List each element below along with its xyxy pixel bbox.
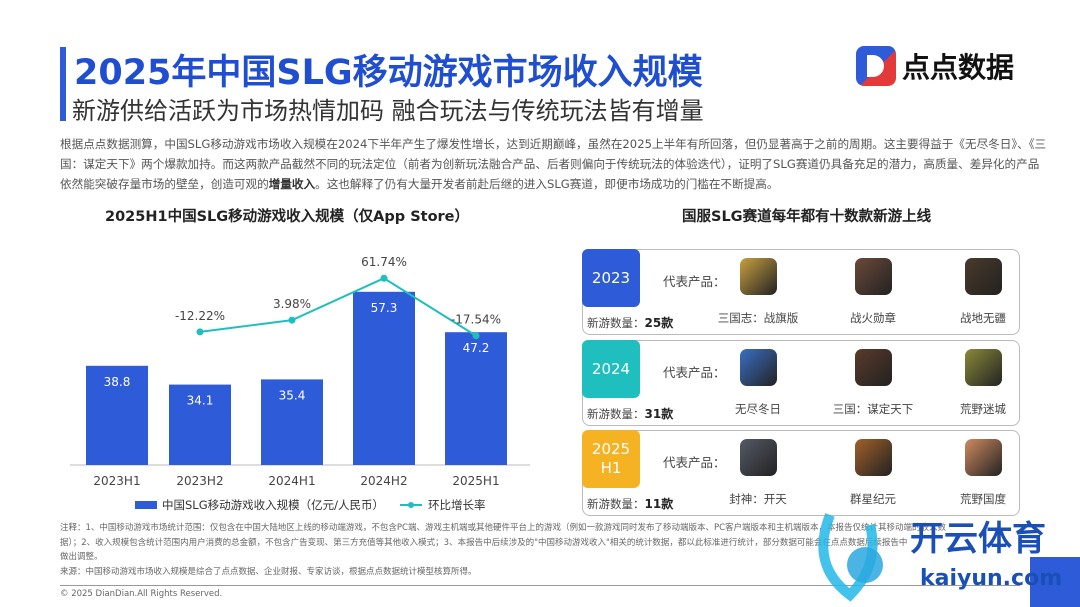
note-line: 注释：1、中国移动游戏市场统计范围：仅包含在中国大陆地区上线的移动端游戏，不包含… [60, 523, 947, 533]
game-icon [739, 258, 777, 295]
growth-point [288, 316, 296, 324]
bar-value-label: 35.4 [279, 388, 306, 402]
intro-text: 根据点点数据测算，中国SLG移动游戏市场收入规模在2024下半年产生了爆发性增长… [60, 137, 1047, 191]
game-item: 三国：谋定天下 [828, 349, 918, 417]
game-item: 三国志：战旗版 [713, 258, 803, 326]
game-icon [964, 258, 1002, 295]
title-accent-bar [60, 47, 66, 121]
game-name: 荒野迷城 [960, 402, 1006, 416]
note-line: 据）；2、收入规模包含统计范围内用户消费的总金额，不包含广告变现、第三方充值等其… [60, 537, 908, 548]
bar-value-label: 57.3 [371, 301, 398, 315]
panels-title: 国服SLG赛道每年都有十数款新游上线 [682, 209, 932, 225]
growth-label: -17.54% [451, 313, 501, 327]
game-icon [739, 349, 777, 386]
growth-label: -12.22% [175, 309, 225, 323]
growth-line [199, 277, 477, 337]
bar-value-label: 38.8 [104, 375, 131, 389]
game-item: 群星纪元 [828, 439, 918, 507]
year-badge: 2024 [582, 340, 640, 398]
bar-value-label: 47.2 [463, 341, 490, 355]
count-label: 新游数量： [587, 407, 645, 421]
game-item: 战火勋章 [828, 258, 918, 326]
new-game-count: 新游数量：11款 [587, 495, 673, 512]
year-badge: 2023 [582, 249, 640, 307]
bar [169, 384, 231, 465]
intro-text-end: 。这也解释了仍有大量开发者前赴后继的进入SLG赛道，即便市场成功的门槛在不断提高… [315, 177, 779, 191]
game-item: 荒野国度 [938, 439, 1028, 507]
game-icon [854, 349, 892, 386]
x-tick-label: 2025H1 [452, 474, 499, 488]
count-value: 25款 [644, 316, 674, 330]
year-badge: 2025 H1 [582, 430, 640, 488]
source-note: 来源：中国移动游戏市场收入规模是综合了点点数据、企业财报、专家访谈，根据点点数据… [60, 566, 477, 577]
game-item: 封神：开天 [713, 439, 803, 507]
legend-line-marker [408, 502, 414, 508]
intro-paragraph: 根据点点数据测算，中国SLG移动游戏市场收入规模在2024下半年产生了爆发性增长… [60, 134, 1050, 194]
bar [445, 332, 507, 465]
legend-bar-label: 中国SLG移动游戏收入规模（亿元/人民币） [162, 498, 384, 512]
growth-point [196, 328, 204, 336]
year-card-1: 2024 代表产品： 新游数量：31款 无尽冬日 三国：谋定天下 荒野迷城 [582, 340, 1020, 426]
game-icon [739, 439, 777, 476]
year-card-2: 2025 H1 代表产品： 新游数量：11款 封神：开天 群星纪元 荒野国度 [582, 430, 1020, 516]
growth-label: 61.74% [361, 255, 407, 269]
x-tick-label: 2024H2 [360, 474, 407, 488]
page-subtitle: 新游供给活跃为市场热情加码 融合玩法与传统玩法皆有增量 [72, 97, 704, 125]
x-tick-label: 2024H1 [268, 474, 315, 488]
game-name: 封神：开天 [729, 492, 787, 506]
game-icon [854, 439, 892, 476]
count-label: 新游数量： [587, 316, 645, 330]
year-label: 2025 H1 [591, 440, 631, 477]
legend-bar-swatch [135, 501, 157, 509]
x-tick-label: 2023H2 [176, 474, 223, 488]
footer-divider [60, 585, 1020, 586]
intro-highlight: 增量收入 [268, 177, 316, 191]
game-name: 三国：谋定天下 [832, 402, 914, 416]
game-name: 战火勋章 [850, 311, 896, 325]
note-line: 做出调整。 [60, 552, 103, 562]
growth-label: 3.98% [273, 297, 311, 311]
count-value: 11款 [644, 497, 674, 511]
bar [261, 379, 323, 465]
game-name: 战地无疆 [960, 311, 1006, 325]
year-label: 2024 [591, 359, 631, 378]
diandian-logo-icon [856, 46, 896, 86]
bar [86, 365, 148, 465]
game-item: 荒野迷城 [938, 349, 1028, 417]
new-game-count: 新游数量：31款 [587, 405, 673, 422]
revenue-chart: 38.8 2023H1 34.1 2023H2 35.4 2024H1 57.3 2024H2… [70, 255, 530, 512]
footnotes: 注释：1、中国移动游戏市场统计范围：仅包含在中国大陆地区上线的移动端游戏，不包含… [60, 521, 1060, 579]
game-name: 三国志：战旗版 [717, 311, 799, 325]
year-card-0: 2023 代表产品： 新游数量：25款 三国志：战旗版 战火勋章 战地无疆 [582, 249, 1020, 335]
x-tick-label: 2023H1 [93, 474, 140, 488]
year-label: 2023 [591, 268, 631, 287]
game-icon [964, 439, 1002, 476]
new-game-count: 新游数量：25款 [587, 314, 673, 331]
game-name: 群星纪元 [850, 492, 896, 506]
game-name: 无尽冬日 [735, 402, 781, 416]
copyright: © 2025 DianDian.All Rights Reserved. [60, 589, 223, 599]
count-value: 31款 [644, 407, 674, 421]
corner-accent [1030, 557, 1080, 607]
count-label: 新游数量： [587, 497, 645, 511]
chart-title: 2025H1中国SLG移动游戏收入规模（仅App Store） [105, 209, 470, 225]
legend-line-label: 环比增长率 [428, 498, 486, 512]
rep-label: 代表产品： [663, 455, 726, 470]
rep-label: 代表产品： [663, 365, 726, 380]
growth-point [380, 274, 388, 282]
game-item: 无尽冬日 [713, 349, 803, 417]
game-icon [854, 258, 892, 295]
bar [353, 291, 415, 465]
rep-label: 代表产品： [663, 274, 726, 289]
page-title: 2025年中国SLG移动游戏市场收入规模 [74, 53, 703, 93]
diandian-logo: 点点数据 [856, 46, 1014, 86]
growth-point [472, 332, 480, 340]
bar-value-label: 34.1 [187, 394, 214, 408]
logo-text: 点点数据 [902, 51, 1015, 84]
game-name: 荒野国度 [960, 492, 1006, 506]
game-item: 战地无疆 [938, 258, 1028, 326]
game-icon [964, 349, 1002, 386]
